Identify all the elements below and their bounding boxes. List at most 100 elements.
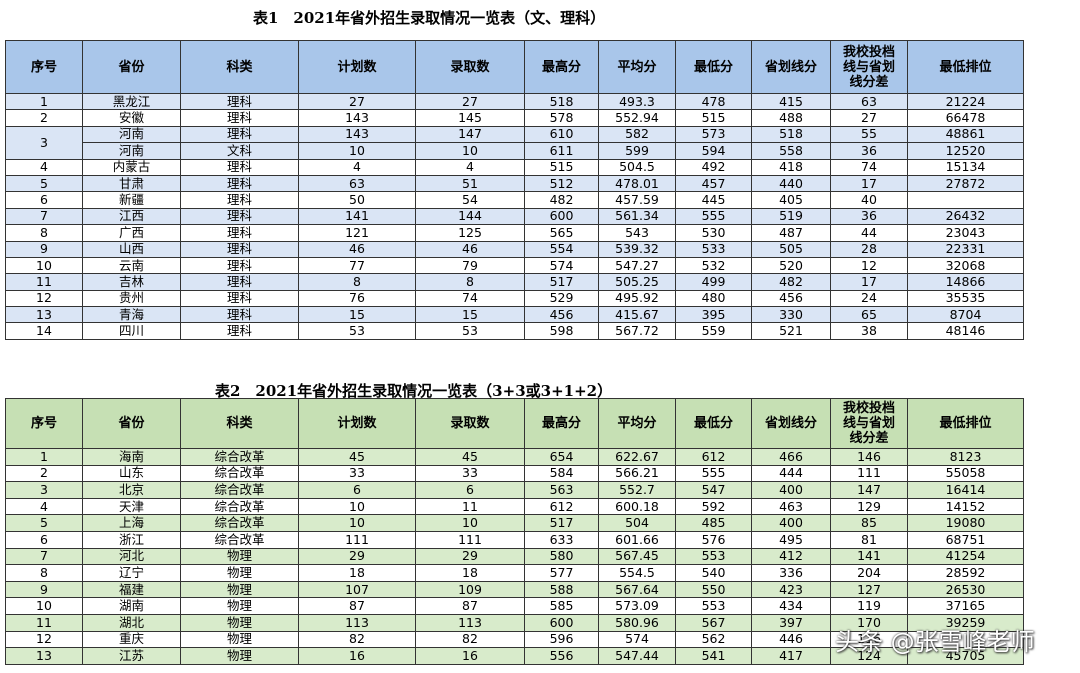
table-cell: 53 [415, 322, 525, 340]
table-cell: 29 [415, 547, 525, 566]
header-cell: 省份 [82, 398, 181, 449]
table-cell: 541 [675, 647, 752, 665]
table-cell: 415.67 [598, 306, 676, 324]
table-cell: 物理 [180, 630, 299, 649]
table-cell: 河南 [82, 142, 181, 160]
table-cell: 44 [830, 224, 908, 242]
table-cell: 28 [830, 240, 908, 258]
table-row: 7 江西 理科 141 144 600 561.34 555 519 36 26432 [5, 207, 1024, 226]
table-cell: 611 [524, 142, 599, 160]
table-cell: 585 [524, 597, 599, 615]
table-cell: 12 [5, 289, 83, 308]
table-cell: 520 [751, 256, 831, 275]
header-text: 平均分 [617, 59, 657, 75]
table-cell: 457 [675, 174, 752, 193]
watermark: 头条 @张雪峰老师 [835, 628, 1035, 656]
header-text: 平均分 [617, 416, 657, 431]
table-cell: 55 [830, 125, 908, 144]
table-cell: 8 [298, 273, 416, 291]
table-cell: 601.66 [598, 530, 676, 549]
table-row: 5 甘肃 理科 63 51 512 478.01 457 440 17 27872 [5, 174, 1024, 193]
table-cell: 46 [415, 240, 525, 258]
table-cell: 14 [5, 322, 83, 340]
table-row: 6 新疆 理科 50 54 482 457.59 445 405 40 [5, 191, 1024, 209]
table-cell: 45 [298, 448, 416, 466]
table-cell: 河南 [82, 125, 181, 144]
table-cell: 26432 [907, 207, 1024, 226]
table-cell: 550 [675, 580, 752, 599]
table-cell: 529 [524, 289, 599, 308]
table-cell: 599 [598, 142, 676, 160]
table-row: 4 天津 综合改革 10 11 612 600.18 592 463 129 14152 [5, 497, 1024, 516]
table-cell: 17 [830, 174, 908, 193]
table-cell: 119 [830, 597, 908, 615]
table-cell: 555 [675, 464, 752, 483]
header-text: 省划线分 [764, 416, 817, 431]
header-cell: 最低分 [675, 40, 752, 94]
table-cell: 24 [830, 289, 908, 308]
table-cell: 5 [5, 514, 83, 532]
table-cell: 湖北 [82, 613, 181, 632]
table-cell: 144 [415, 207, 525, 226]
table-cell: 11 [5, 613, 83, 632]
table-cell: 综合改革 [180, 514, 299, 532]
table-cell: 27872 [907, 174, 1024, 193]
table-cell: 1 [5, 92, 83, 111]
table-cell: 8 [415, 273, 525, 291]
table-cell: 456 [524, 306, 599, 324]
table-row: 3 河南 理科 143 147 610 582 573 518 55 48861 [5, 125, 1024, 160]
header-text: 最低分 [693, 416, 733, 431]
table-cell: 495.92 [598, 289, 676, 308]
table-cell: 85 [830, 514, 908, 532]
table-cell: 82 [298, 630, 416, 649]
table-cell: 417 [751, 647, 831, 665]
table-cell: 8 [5, 564, 83, 582]
table-cell: 566.21 [598, 464, 676, 483]
table-cell: 海南 [82, 448, 181, 466]
table-cell: 418 [751, 158, 831, 176]
table-cell: 574 [598, 630, 676, 649]
table-cell: 16 [298, 647, 416, 665]
table-cell: 理科 [180, 174, 299, 193]
header-text: 最低排位 [939, 59, 992, 75]
table-cell: 37165 [907, 597, 1024, 615]
header-text: 序号 [30, 416, 57, 431]
table-row: 7 河北 物理 29 29 580 567.45 553 412 141 41254 [5, 547, 1024, 566]
table-cell: 74 [830, 158, 908, 176]
table-cell: 563 [524, 481, 599, 499]
table-cell: 4 [5, 497, 83, 516]
table-cell: 综合改革 [180, 497, 299, 516]
table-cell: 物理 [180, 613, 299, 632]
table-cell: 2 [5, 109, 83, 127]
table-cell: 493.3 [598, 92, 676, 111]
table-cell: 9 [5, 580, 83, 599]
table-cell: 457.59 [598, 191, 676, 209]
table-cell: 519 [751, 207, 831, 226]
table-cell: 517 [524, 514, 599, 532]
table-cell: 15 [415, 306, 525, 324]
table-cell: 530 [675, 224, 752, 242]
table-cell: 485 [675, 514, 752, 532]
table-cell: 38 [830, 322, 908, 340]
table-cell: 330 [751, 306, 831, 324]
table-cell: 113 [415, 613, 525, 632]
header-cell: 平均分 [598, 40, 676, 94]
table-cell: 577 [524, 564, 599, 582]
table-cell: 547 [675, 481, 752, 499]
table-row: 13 江苏 物理 16 16 556 547.44 541 417 124 45705 [5, 647, 1024, 665]
table-cell: 397 [751, 613, 831, 632]
header-text: 计划数 [337, 416, 377, 431]
table-cell: 河北 [82, 547, 181, 566]
table-cell: 415 [751, 92, 831, 111]
table-cell: 物理 [180, 580, 299, 599]
header-cell: 最高分 [524, 40, 599, 94]
table-cell: 8123 [907, 448, 1024, 466]
table-cell: 甘肃 [82, 174, 181, 193]
table-cell: 561.34 [598, 207, 676, 226]
table-cell: 147 [830, 481, 908, 499]
table-cell: 19080 [907, 514, 1024, 532]
table-cell: 33 [415, 464, 525, 483]
table-cell: 46 [298, 240, 416, 258]
table-cell: 5 [5, 174, 83, 193]
table-cell: 福建 [82, 580, 181, 599]
